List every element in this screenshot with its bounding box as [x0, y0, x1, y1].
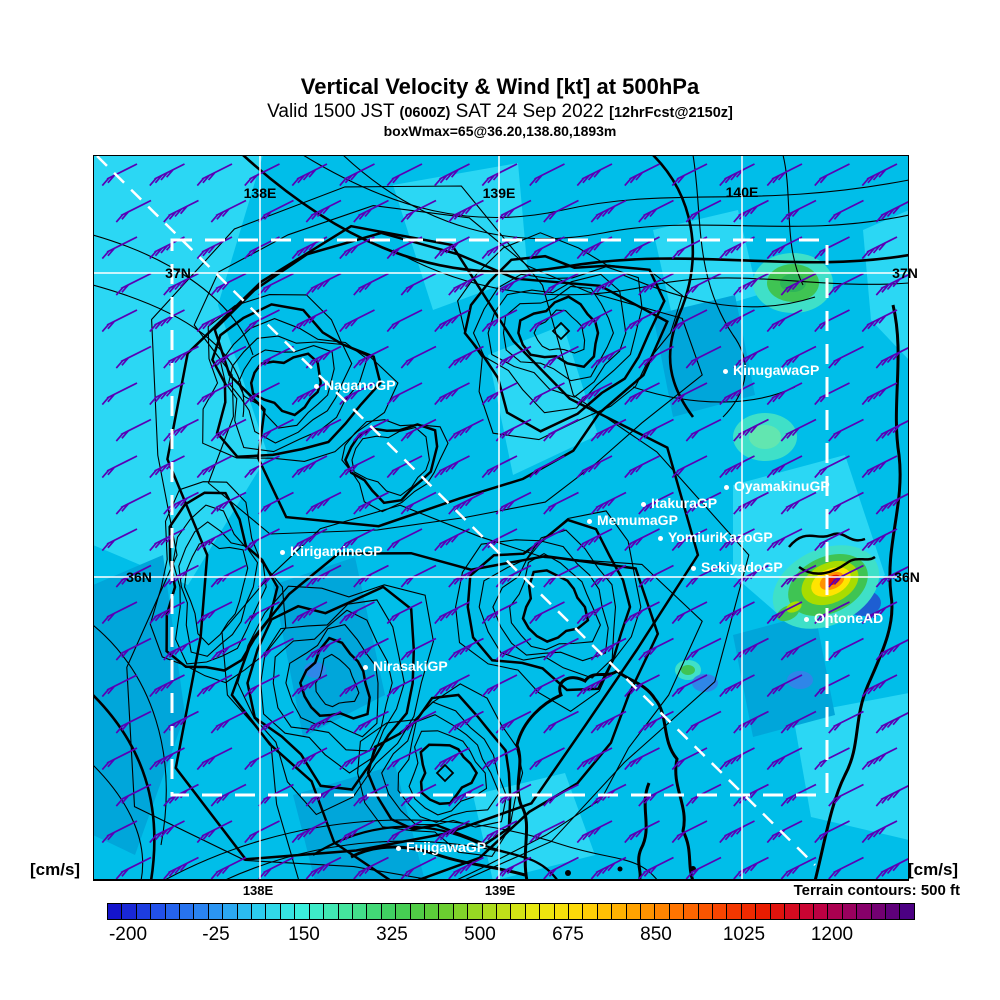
terrain-contours	[93, 155, 909, 881]
colorbar-cell	[684, 904, 699, 919]
colorbar-cell	[770, 904, 786, 919]
bottom-axis-label: 139E	[484, 883, 516, 898]
colorbar-cell	[554, 904, 569, 919]
units-label-left: [cm/s]	[30, 860, 81, 879]
colorbar-cell	[122, 904, 137, 919]
velocity-patch	[273, 557, 385, 737]
lat-lon-gridlines	[93, 155, 909, 881]
colorbar-cell	[208, 904, 224, 919]
colorbar-cell	[280, 904, 296, 919]
colorbar-cell	[396, 904, 411, 919]
colorbar-tick-label: 500	[464, 924, 496, 945]
wind-barbs	[101, 163, 909, 880]
colorbar-cell	[468, 904, 483, 919]
terrain-contour-note: Terrain contours: 500 ft	[793, 882, 960, 899]
colorbar-cell	[612, 904, 627, 919]
colorbar-tick-label: 675	[552, 924, 584, 945]
bottom-axis-label: 138E	[242, 883, 274, 898]
colorbar-cell	[252, 904, 267, 919]
updraft-spot	[749, 425, 781, 449]
velocity-patch	[93, 555, 185, 855]
colorbar-cell	[828, 904, 843, 919]
colorbar-cell	[698, 904, 714, 919]
colorbar-tick-labels: -200 -25 150 325 500 675 850 1025 1200	[0, 924, 1000, 948]
colorbar-cell	[453, 904, 469, 919]
boxwmax-annotation: boxWmax=65@36.20,138.80,1893m	[383, 123, 617, 139]
colorbar-cell	[525, 904, 541, 919]
colorbar-cell	[381, 904, 397, 919]
map-canvas	[93, 155, 909, 881]
colorbar-cell	[583, 904, 598, 919]
updraft-spot	[787, 671, 813, 689]
colorbar-cell	[799, 904, 814, 919]
valid-prefix: Valid 1500 JST	[267, 101, 400, 122]
velocity-patch	[93, 155, 268, 585]
colorbar-tick-label: 1025	[722, 924, 766, 945]
colorbar-cell	[352, 904, 368, 919]
valid-date: SAT 24 Sep 2022	[450, 101, 610, 122]
colorbar-cell	[900, 904, 914, 919]
colorbar-tick-label: 1200	[810, 924, 854, 945]
colorbar	[107, 903, 915, 920]
colorbar-cell	[641, 904, 656, 919]
forecast-tag: [12hrFcst@2150z]	[609, 105, 733, 121]
colorbar-cell	[540, 904, 555, 919]
chart-valid-line: Valid 1500 JST (0600Z) SAT 24 Sep 2022 […	[0, 101, 1000, 123]
diagonal-dashed-line	[96, 155, 816, 866]
colorbar-cell	[165, 904, 181, 919]
colorbar-tick-label: -25	[202, 924, 230, 945]
colorbar-cell	[885, 904, 901, 919]
colorbar-cell	[424, 904, 440, 919]
colorbar-cell	[108, 904, 123, 919]
colorbar-cell	[842, 904, 858, 919]
colorbar-cell	[626, 904, 642, 919]
colorbar-cell	[569, 904, 584, 919]
colorbar-cell	[597, 904, 613, 919]
colorbar-cell	[713, 904, 728, 919]
colorbar-cell	[813, 904, 829, 919]
colorbar-cell	[180, 904, 195, 919]
colorbar-tick-label: -200	[108, 924, 148, 945]
colorbar-cell	[295, 904, 310, 919]
colorbar-cell	[857, 904, 872, 919]
chart-title: Vertical Velocity & Wind [kt] at 500hPa	[300, 74, 700, 99]
colorbar-cell	[511, 904, 526, 919]
forecast-map: 138E 139E 140E 37N 37N 36N 36N NaganoGP Kinugawa…	[93, 155, 920, 881]
colorbar-cell	[482, 904, 497, 919]
colorbar-cell	[496, 904, 512, 919]
velocity-patch	[488, 325, 598, 475]
colorbar-tick-label: 325	[376, 924, 408, 945]
forecast-box-dashed	[170, 238, 829, 797]
colorbar-cell	[237, 904, 253, 919]
colorbar-cell	[266, 904, 281, 919]
colorbar-tick-label: 850	[640, 924, 672, 945]
colorbar-cell	[785, 904, 800, 919]
colorbar-cell	[367, 904, 382, 919]
colorbar-cell	[324, 904, 339, 919]
colorbar-cell	[655, 904, 670, 919]
colorbar-cell	[727, 904, 742, 919]
colorbar-cell	[669, 904, 685, 919]
colorbar-cell	[223, 904, 238, 919]
colorbar-cell	[756, 904, 771, 919]
colorbar-cell	[194, 904, 209, 919]
colorbar-cell	[136, 904, 152, 919]
velocity-patch	[473, 773, 595, 881]
colorbar-cell	[309, 904, 325, 919]
colorbar-tick-label: 150	[288, 924, 320, 945]
colorbar-cell	[410, 904, 425, 919]
zulu-time: (0600Z)	[399, 105, 451, 121]
colorbar-cell	[439, 904, 454, 919]
colorbar-cell	[151, 904, 166, 919]
colorbar-cell	[871, 904, 886, 919]
updraft-spot	[681, 665, 695, 675]
colorbar-cell	[741, 904, 757, 919]
units-label-right: [cm/s]	[908, 860, 959, 879]
colorbar-cell	[338, 904, 353, 919]
